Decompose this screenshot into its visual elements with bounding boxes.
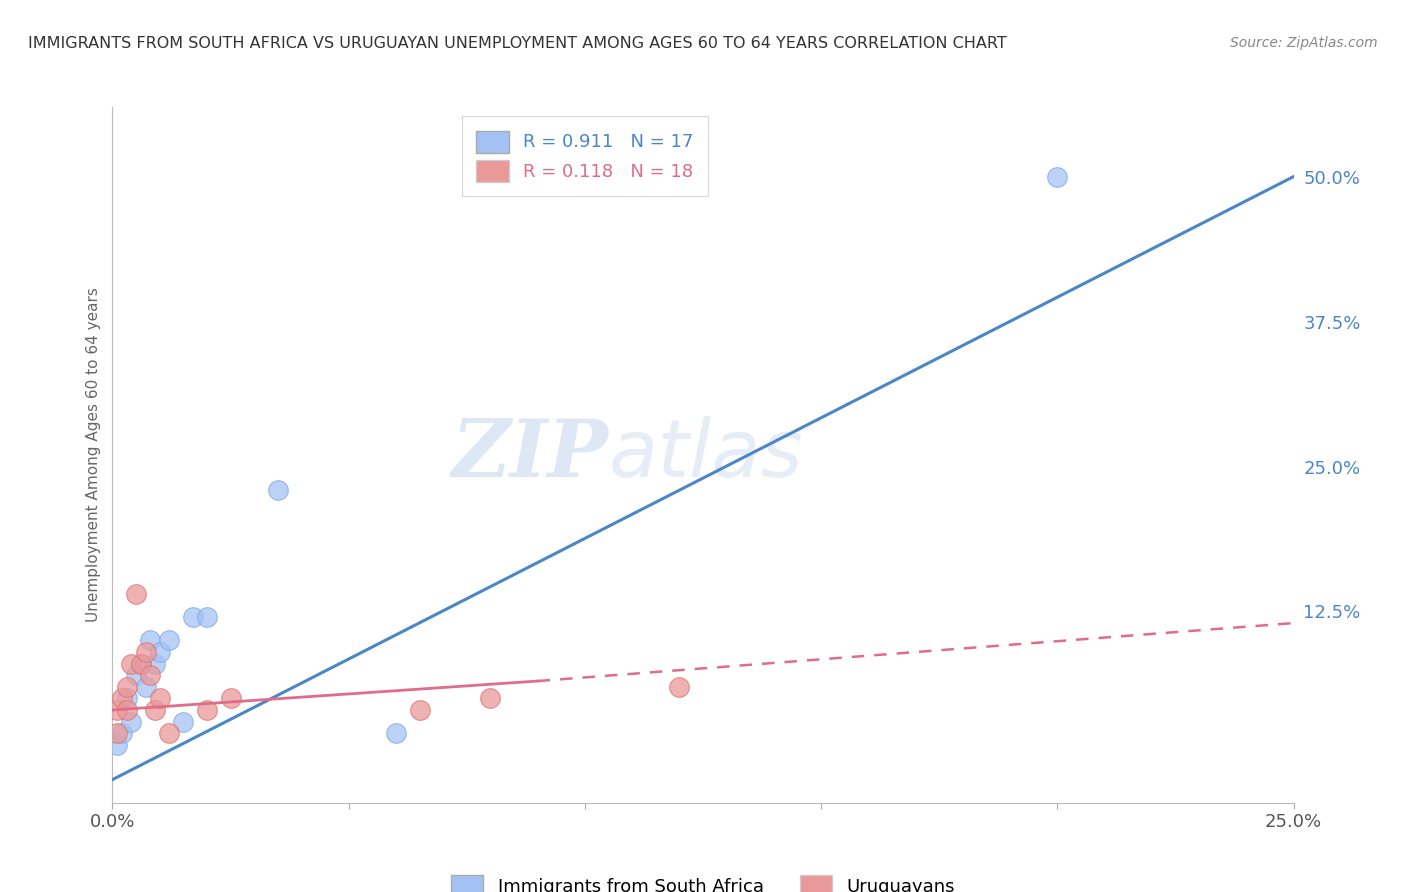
Point bbox=[115, 703, 138, 717]
Point bbox=[195, 610, 218, 624]
Point bbox=[149, 645, 172, 659]
Point bbox=[1046, 169, 1069, 184]
Point bbox=[105, 703, 128, 717]
Point bbox=[129, 657, 152, 671]
Point bbox=[195, 703, 218, 717]
Point bbox=[143, 703, 166, 717]
Point bbox=[149, 691, 172, 706]
Point bbox=[115, 691, 138, 706]
Point bbox=[125, 668, 148, 682]
Point bbox=[385, 726, 408, 740]
Point bbox=[139, 668, 162, 682]
Y-axis label: Unemployment Among Ages 60 to 64 years: Unemployment Among Ages 60 to 64 years bbox=[86, 287, 101, 623]
Point bbox=[120, 657, 142, 671]
Point bbox=[105, 726, 128, 740]
Text: Source: ZipAtlas.com: Source: ZipAtlas.com bbox=[1230, 36, 1378, 50]
Point bbox=[125, 587, 148, 601]
Point bbox=[111, 691, 134, 706]
Point bbox=[219, 691, 242, 706]
Point bbox=[115, 680, 138, 694]
Point bbox=[408, 703, 430, 717]
Point bbox=[129, 657, 152, 671]
Point bbox=[172, 714, 194, 729]
Legend: Immigrants from South Africa, Uruguayans: Immigrants from South Africa, Uruguayans bbox=[443, 868, 963, 892]
Point bbox=[181, 610, 204, 624]
Text: ZIP: ZIP bbox=[451, 417, 609, 493]
Point bbox=[135, 645, 157, 659]
Point bbox=[111, 726, 134, 740]
Text: atlas: atlas bbox=[609, 416, 803, 494]
Point bbox=[479, 691, 502, 706]
Point bbox=[105, 738, 128, 752]
Text: IMMIGRANTS FROM SOUTH AFRICA VS URUGUAYAN UNEMPLOYMENT AMONG AGES 60 TO 64 YEARS: IMMIGRANTS FROM SOUTH AFRICA VS URUGUAYA… bbox=[28, 36, 1007, 51]
Point bbox=[143, 657, 166, 671]
Point bbox=[135, 680, 157, 694]
Point bbox=[267, 483, 290, 497]
Point bbox=[157, 726, 180, 740]
Point bbox=[157, 633, 180, 648]
Point bbox=[120, 714, 142, 729]
Point bbox=[668, 680, 690, 694]
Point bbox=[139, 633, 162, 648]
